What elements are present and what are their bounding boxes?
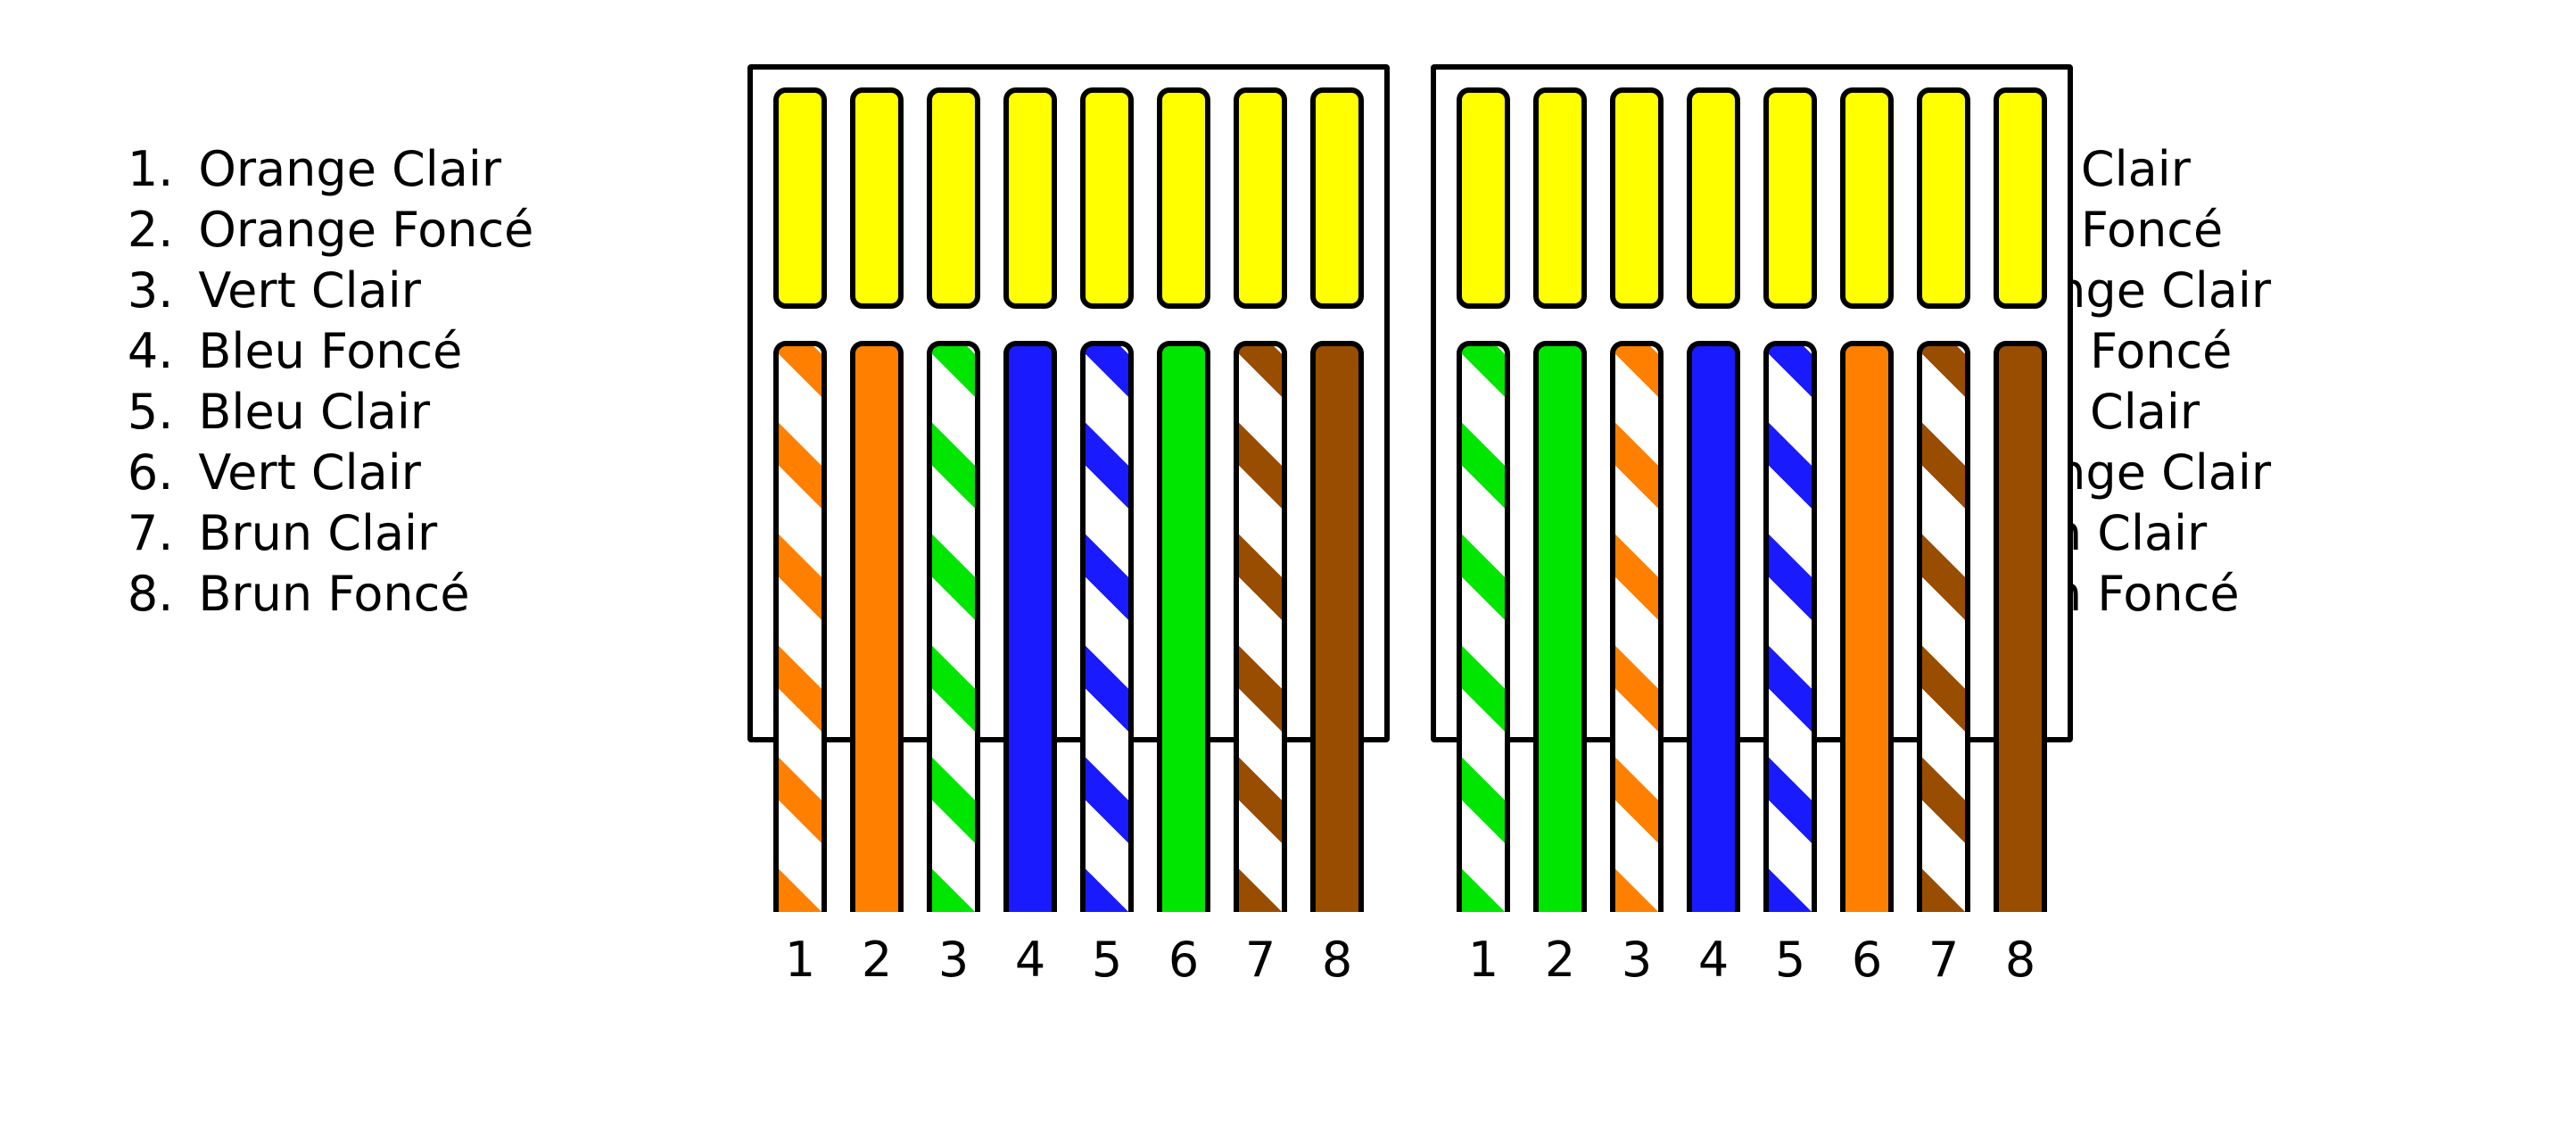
contact-pin [1994, 87, 2047, 309]
wire-pin-1 [1457, 341, 1510, 912]
legend-left-item: Orange Foncé [189, 200, 692, 261]
pin-number-label: 8 [1994, 932, 2047, 988]
contact-pin [1157, 87, 1210, 309]
pin-number-row: 12345678 [747, 932, 1390, 988]
pin-number-label: 5 [1763, 932, 1817, 988]
contact-pin [1533, 87, 1587, 309]
wire-pin-2 [850, 341, 904, 912]
contact-pin [1840, 87, 1894, 309]
contact-pins-row [747, 87, 1390, 309]
legend-left-item: Bleu Foncé [189, 321, 692, 382]
pin-number-row: 12345678 [1431, 932, 2073, 988]
diagram-stage: Orange Clair Orange Foncé Vert Clair Ble… [0, 0, 2576, 1127]
contact-pin [850, 87, 904, 309]
wire-pin-6 [1840, 341, 1894, 912]
pin-number-label: 3 [1610, 932, 1664, 988]
pin-number-label: 2 [850, 932, 904, 988]
legend-left-item: Brun Clair [189, 503, 692, 564]
contact-pin [1917, 87, 1970, 309]
pin-number-label: 4 [1687, 932, 1740, 988]
contact-pin [1610, 87, 1664, 309]
wire-pin-2 [1533, 341, 1587, 912]
contact-pin [1763, 87, 1817, 309]
pin-number-label: 2 [1533, 932, 1587, 988]
pin-number-label: 1 [1457, 932, 1510, 988]
contact-pin [1080, 87, 1134, 309]
legend-left-item: Orange Clair [189, 139, 692, 200]
pin-number-label: 3 [927, 932, 980, 988]
contact-pin [1457, 87, 1510, 309]
contact-pins-row [1431, 87, 2073, 309]
pin-number-label: 4 [1003, 932, 1057, 988]
wire-pin-7 [1917, 341, 1970, 912]
pin-number-label: 8 [1310, 932, 1364, 988]
legend-left-item: Vert Clair [189, 261, 692, 321]
connector-right: 12345678 [1431, 64, 2073, 992]
wires-row [1431, 341, 2073, 912]
pin-number-label: 5 [1080, 932, 1134, 988]
wire-pin-7 [1234, 341, 1287, 912]
legend-left-item: Vert Clair [189, 443, 692, 503]
wire-pin-3 [1610, 341, 1664, 912]
contact-pin [1003, 87, 1057, 309]
wire-pin-4 [1687, 341, 1740, 912]
pin-number-label: 6 [1157, 932, 1210, 988]
wire-pin-8 [1994, 341, 2047, 912]
legend-left-item: Bleu Clair [189, 382, 692, 443]
contact-pin [1687, 87, 1740, 309]
wire-pin-5 [1080, 341, 1134, 912]
wire-pin-4 [1003, 341, 1057, 912]
wire-pin-1 [773, 341, 827, 912]
pin-number-label: 7 [1917, 932, 1970, 988]
legend-left-item: Brun Foncé [189, 564, 692, 625]
wire-pin-5 [1763, 341, 1817, 912]
wire-pin-8 [1310, 341, 1364, 912]
contact-pin [1310, 87, 1364, 309]
contact-pin [773, 87, 827, 309]
contact-pin [1234, 87, 1287, 309]
wires-row [747, 341, 1390, 912]
wire-pin-3 [927, 341, 980, 912]
pin-number-label: 7 [1234, 932, 1287, 988]
pin-number-label: 6 [1840, 932, 1894, 988]
contact-pin [927, 87, 980, 309]
pin-number-label: 1 [773, 932, 827, 988]
wire-pin-6 [1157, 341, 1210, 912]
connector-left: 12345678 [747, 64, 1390, 992]
legend-left: Orange Clair Orange Foncé Vert Clair Ble… [121, 139, 692, 625]
